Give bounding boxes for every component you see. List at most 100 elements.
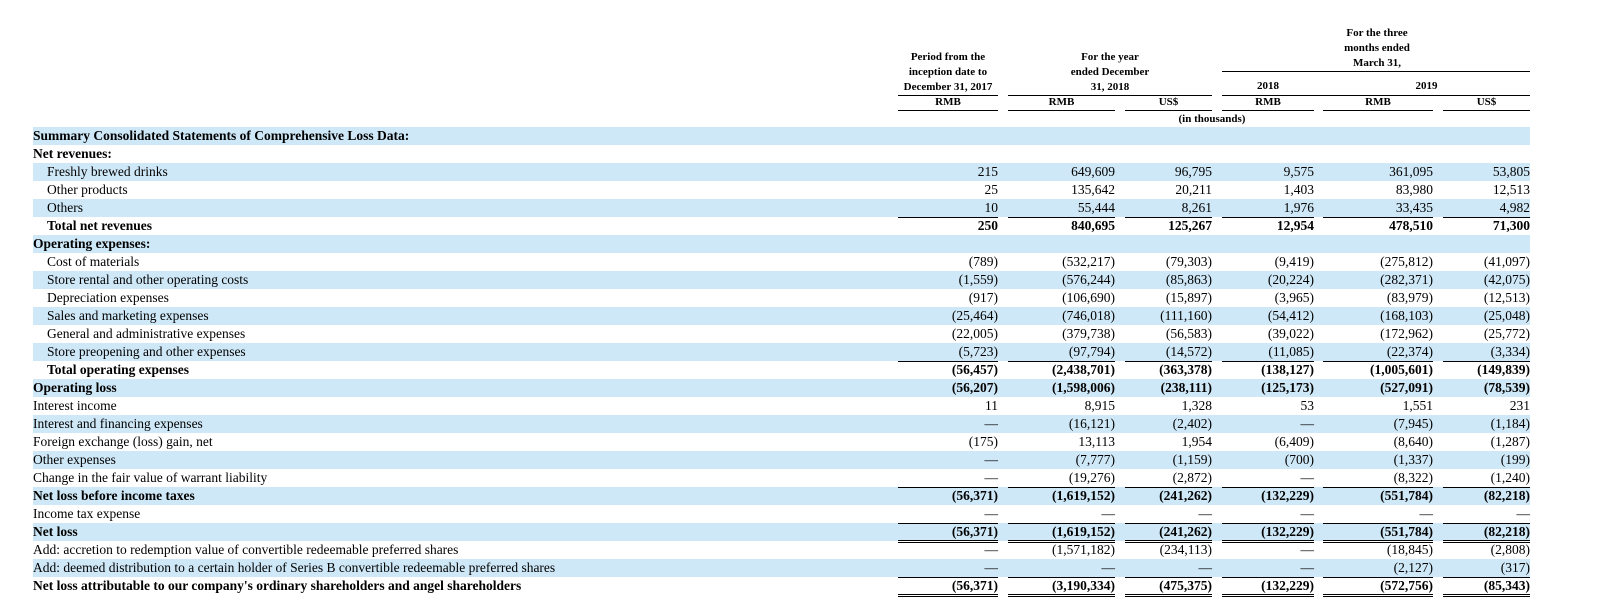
row-label: Other expenses (33, 452, 116, 467)
cell-value: 11 (985, 398, 998, 413)
cell-value: 13,113 (1078, 434, 1115, 449)
rule (1125, 110, 1212, 111)
cell-value: (82,218) (1483, 524, 1530, 539)
rule (1125, 361, 1212, 362)
cell-value: 96,795 (1174, 164, 1212, 179)
cell-value: — (984, 542, 999, 557)
cell-value: (241,262) (1159, 488, 1212, 503)
cell-value: — (1300, 506, 1315, 521)
cell-value: (572,756) (1380, 578, 1433, 593)
rule (1222, 523, 1314, 524)
row-label: Change in the fair value of warrant liab… (33, 470, 268, 485)
col1-header: Period from the inception date to Decemb… (903, 51, 993, 93)
rule (1222, 540, 1314, 541)
cell-value: (132,229) (1261, 578, 1314, 593)
rule (1323, 217, 1433, 218)
cell-value: (25,464) (951, 308, 998, 323)
cell-value: (22,374) (1386, 344, 1433, 359)
cell-value: (1,184) (1490, 416, 1530, 431)
cell-value: (1,005,601) (1370, 362, 1433, 377)
cell-value: (19,276) (1068, 470, 1115, 485)
currency-header: US$ (1476, 96, 1497, 108)
cell-value: (2,872) (1172, 470, 1212, 485)
table-row (33, 199, 1530, 217)
cell-value: — (1198, 506, 1213, 521)
table-row (33, 271, 1530, 289)
rule (1323, 110, 1433, 111)
cell-value: (82,218) (1483, 488, 1530, 503)
cell-value: (85,863) (1165, 272, 1212, 287)
cell-value: 10 (984, 200, 999, 215)
rule (1443, 217, 1530, 218)
cell-value: 1,954 (1181, 434, 1212, 449)
rule (1125, 594, 1212, 595)
rule (1323, 577, 1433, 578)
cell-value: (3,334) (1490, 344, 1530, 359)
rule (1222, 110, 1314, 111)
table-row (33, 451, 1530, 469)
cell-value: 840,695 (1071, 218, 1115, 233)
cell-value: (138,127) (1261, 362, 1314, 377)
currency-header: RMB (1048, 96, 1075, 108)
cell-value: (39,022) (1267, 326, 1314, 341)
cell-value: (789) (968, 254, 998, 269)
rule (1323, 523, 1433, 524)
cell-value: (78,539) (1483, 380, 1530, 395)
cell-value: (22,005) (951, 326, 998, 341)
cell-value: 12,513 (1492, 182, 1530, 197)
cell-value: (379,738) (1062, 326, 1115, 341)
cell-value: (56,371) (951, 578, 998, 593)
rule (1125, 217, 1212, 218)
row-label: Store rental and other operating costs (47, 272, 249, 287)
cell-value: — (1300, 470, 1315, 485)
rule (1125, 523, 1212, 524)
cell-value: — (1300, 542, 1315, 557)
rule (1443, 110, 1530, 111)
rule (1125, 577, 1212, 578)
row-label: Summary Consolidated Statements of Compr… (33, 128, 410, 143)
table-row (33, 343, 1530, 361)
cell-value: (532,217) (1062, 254, 1115, 269)
year-group-header: For the year ended December 31, 2018 (1070, 51, 1150, 93)
rule (898, 542, 998, 543)
cell-value: (106,690) (1062, 290, 1115, 305)
row-label: General and administrative expenses (47, 326, 246, 341)
cell-value: (551,784) (1380, 524, 1433, 539)
cell-value: (8,322) (1393, 470, 1433, 485)
cell-value: — (1101, 506, 1116, 521)
rule (898, 361, 998, 362)
cell-value: (317) (1500, 560, 1530, 575)
row-label: Sales and marketing expenses (47, 308, 209, 323)
cell-value: — (984, 470, 999, 485)
rule (1008, 540, 1115, 541)
cell-value: — (984, 416, 999, 431)
row-label: Net loss (33, 524, 78, 539)
rule (1222, 542, 1314, 543)
table-row (33, 523, 1530, 541)
table-row (33, 235, 1530, 253)
row-label: Net revenues: (33, 146, 112, 161)
rule (1222, 577, 1314, 578)
cell-value: 231 (1509, 398, 1530, 413)
cell-value: (175) (968, 434, 998, 449)
cell-value: (917) (968, 290, 998, 305)
rule (1008, 594, 1115, 595)
cell-value: (1,598,006) (1052, 380, 1115, 395)
rule (898, 217, 998, 218)
cell-value: (11,085) (1268, 344, 1314, 359)
cell-value: (54,412) (1267, 308, 1314, 323)
table-row (33, 163, 1530, 181)
rule (1323, 361, 1433, 362)
rule (1125, 540, 1212, 541)
rule (1125, 596, 1212, 597)
cell-value: (7,777) (1075, 452, 1115, 467)
cell-value: (97,794) (1068, 344, 1115, 359)
table-row (33, 379, 1530, 397)
cell-value: 20,211 (1175, 182, 1212, 197)
cell-value: (3,965) (1274, 290, 1314, 305)
cell-value: (12,513) (1483, 290, 1530, 305)
cell-value: (2,127) (1393, 560, 1433, 575)
row-label: Store preopening and other expenses (47, 344, 246, 359)
cell-value: (25,772) (1483, 326, 1530, 341)
table-row (33, 559, 1530, 577)
